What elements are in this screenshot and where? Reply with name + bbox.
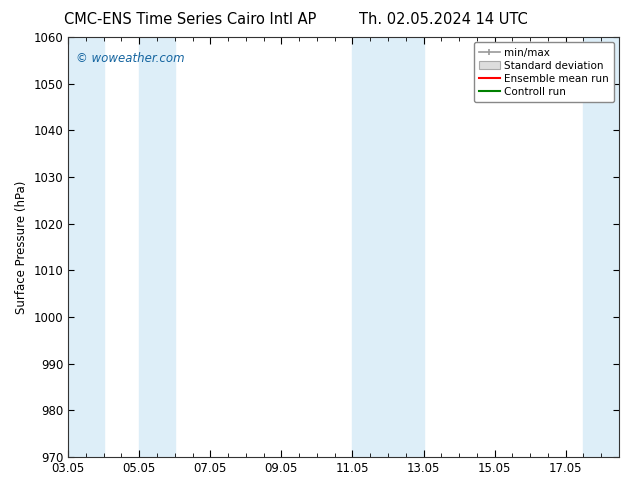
Text: Th. 02.05.2024 14 UTC: Th. 02.05.2024 14 UTC [359,12,528,27]
Bar [139,37,175,457]
Bar [68,37,104,457]
Bar [583,37,619,457]
Text: © woweather.com: © woweather.com [77,52,185,65]
Bar [353,37,424,457]
Legend: min/max, Standard deviation, Ensemble mean run, Controll run: min/max, Standard deviation, Ensemble me… [474,42,614,102]
Y-axis label: Surface Pressure (hPa): Surface Pressure (hPa) [15,180,28,314]
Text: CMC-ENS Time Series Cairo Intl AP: CMC-ENS Time Series Cairo Intl AP [64,12,316,27]
